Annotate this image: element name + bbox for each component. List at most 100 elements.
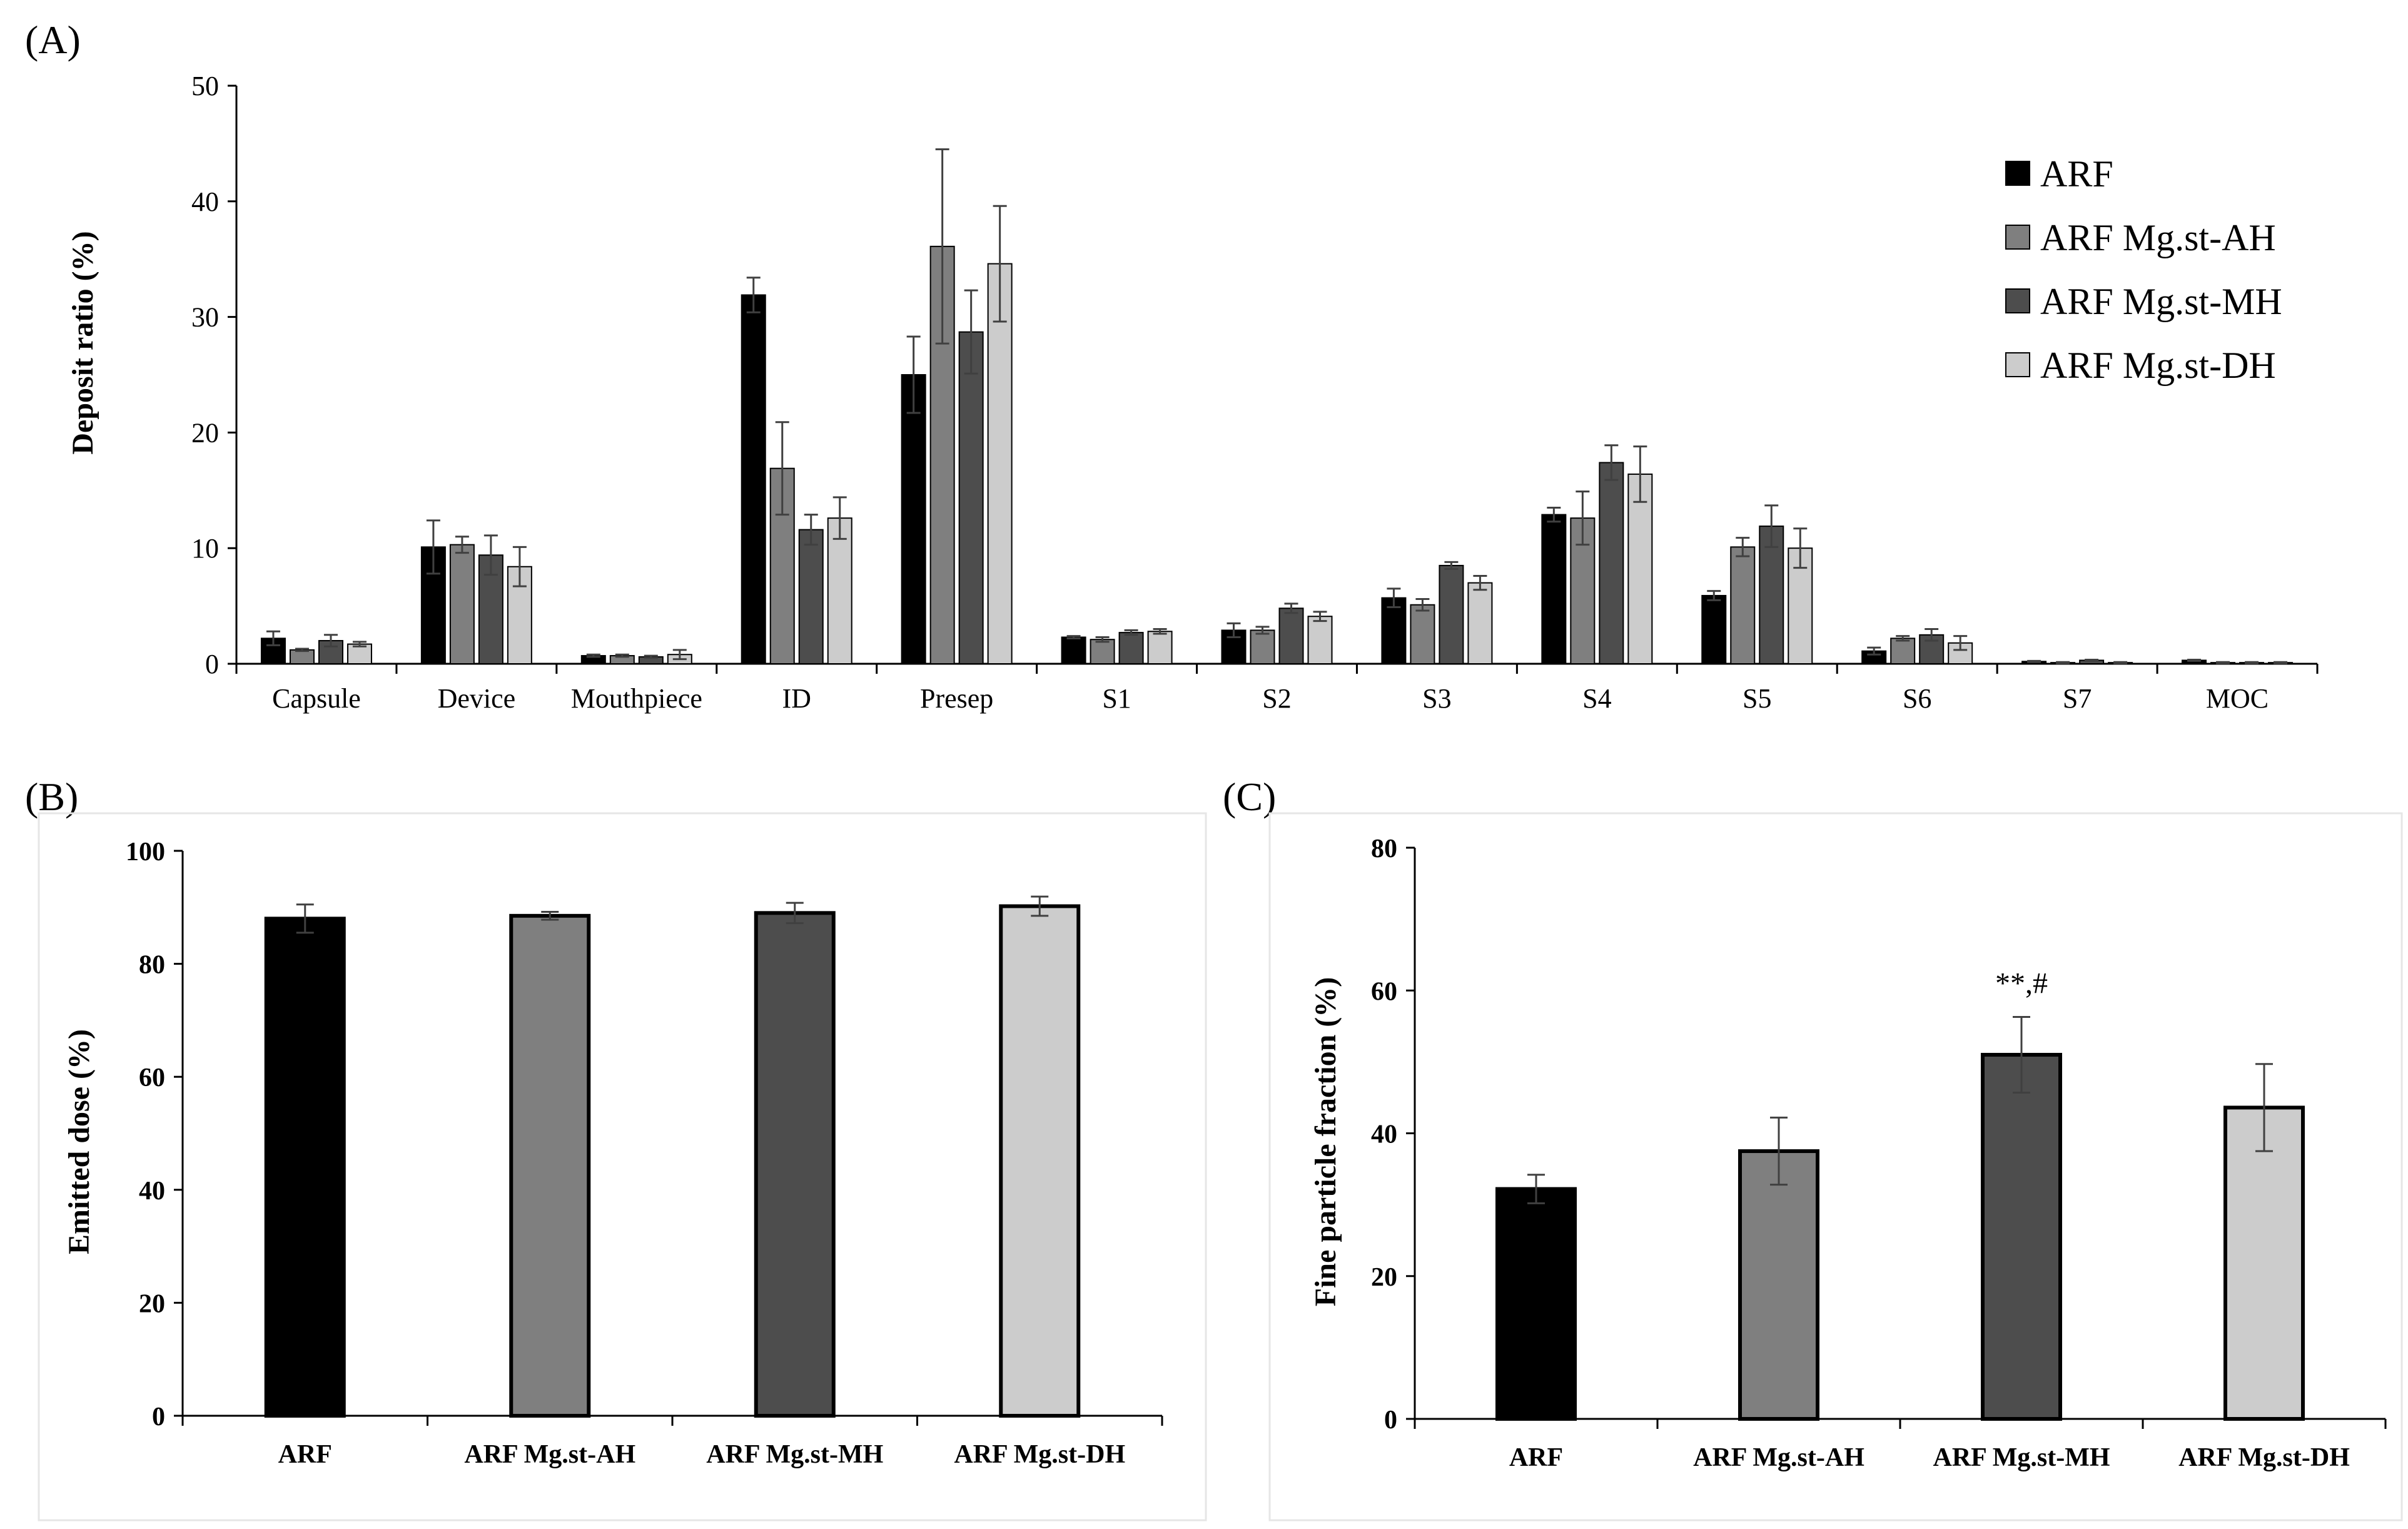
panel-b-y-tick-label: 100 (126, 838, 165, 866)
error-bar (1633, 445, 1647, 503)
error-bar (512, 546, 527, 587)
panel-a-x-tick-label: S2 (1262, 683, 1291, 714)
error-bar (993, 205, 1007, 323)
bar-ah (1250, 629, 1275, 665)
panel-a-x-tick-label: S1 (1102, 683, 1131, 714)
panel-b-y-tick-label: 40 (139, 1177, 165, 1206)
panel-c-error-bar (2255, 1063, 2273, 1152)
panel-b-x-tick-label: ARF Mg.st-MH (706, 1440, 883, 1469)
error-bar (1896, 635, 1910, 642)
panel-a-x-tick-label: Device (438, 683, 516, 714)
bar-arf (741, 294, 766, 665)
panel-b-y-tick-label: 60 (139, 1064, 165, 1092)
error-bar (2216, 661, 2230, 664)
panel-a-x-tick-label: S4 (1582, 683, 1611, 714)
panel-b-y-tick-label: 80 (139, 951, 165, 980)
error-bar (1124, 629, 1138, 636)
panel-b-bar-arf (264, 917, 346, 1418)
bar-mh (1278, 607, 1304, 665)
panel-a-y-tick-label: 0 (205, 649, 219, 679)
error-bar (935, 148, 949, 345)
bar-mh (1599, 462, 1624, 664)
panel-a-x-tick-label: MOC (2206, 683, 2269, 714)
bar-dh (987, 263, 1013, 665)
panel-c-y-tick-label: 80 (1371, 835, 1397, 863)
legend-swatch-ah (2005, 225, 2030, 250)
panel-c-significance-annotation: **,# (1995, 967, 2048, 1000)
bar-ah (1090, 639, 1115, 665)
panel-a-label: (A) (25, 18, 81, 62)
error-bar (1255, 626, 1270, 635)
error-bar (964, 289, 978, 375)
error-bar (455, 536, 469, 554)
bar-ah (1410, 604, 1435, 665)
bar-arf (1701, 594, 1727, 665)
error-bar (1313, 611, 1327, 622)
error-bar (2056, 661, 2070, 664)
bar-arf (260, 638, 286, 664)
panel-b-bar-mh (754, 911, 836, 1418)
panel-c-x-tick-label: ARF Mg.st-AH (1693, 1443, 1864, 1472)
error-bar (746, 277, 761, 313)
panel-b-y-tick-label: 0 (152, 1403, 165, 1431)
panel-c-bar-arf (1495, 1187, 1577, 1421)
bar-dh (1147, 631, 1173, 664)
panel-a-y-tick-label: 10 (191, 533, 219, 564)
error-bar (2187, 659, 2202, 662)
panel-a-plot: 0 10 20 30 40 50 Capsule Device Mouthpiece ID Pres… (191, 71, 2319, 714)
panel-b-x-tick-label: ARF Mg.st-DH (954, 1440, 1125, 1469)
panel-b-label: (B) (25, 775, 78, 819)
panel-a-x-tick-label: Mouthpiece (571, 683, 702, 714)
error-bar (672, 649, 687, 661)
panel-a-x-tick-label: Capsule (272, 683, 361, 714)
panel-a-y-tick-label: 20 (191, 417, 219, 448)
bar-ah (1730, 546, 1756, 664)
legend-swatch-dh (2005, 352, 2030, 377)
bar-mh (798, 529, 824, 665)
error-bar (1227, 622, 1241, 638)
error-bar (1953, 635, 1968, 651)
bar-arf (1381, 597, 1407, 664)
panel-c-bar-ah (1738, 1149, 1819, 1421)
error-bar (1387, 587, 1401, 608)
panel-b-bar-ah (509, 913, 591, 1418)
error-bar (644, 654, 658, 659)
error-bar (1793, 527, 1808, 569)
panel-c-y-tick-label: 40 (1371, 1120, 1397, 1149)
error-bar (1736, 537, 1750, 557)
error-bar (426, 519, 440, 575)
bar-mh (958, 331, 984, 664)
legend-swatch-mh (2005, 288, 2030, 313)
panel-c-error-bar (1527, 1174, 1545, 1204)
panel-b-y-axis-title: Emitted dose (%) (63, 1029, 96, 1254)
panel-b-y-tick-label: 20 (139, 1289, 165, 1318)
panel-a-legend: ARF ARF Mg.st-AH ARF Mg.st-MH ARF Mg.st-… (2005, 153, 2282, 386)
bar-mh (1439, 564, 1464, 664)
panel-a-x-tick-label: Presep (920, 683, 993, 714)
panel-c-x-tick-label: ARF Mg.st-DH (2178, 1443, 2350, 1472)
legend-label-arf: ARF (2040, 153, 2113, 195)
legend-swatch-arf (2005, 161, 2030, 186)
error-bar (1925, 628, 1939, 642)
panel-b-x-tick-label: ARF Mg.st-AH (464, 1440, 635, 1469)
panel-a-x-tick-label: S7 (2063, 683, 2092, 714)
bar-ah (1890, 638, 1916, 664)
panel-a-x-tick-label: S3 (1422, 683, 1451, 714)
panel-a-y-tick-label: 50 (191, 71, 219, 101)
panel-a-y-tick-label: 30 (191, 302, 219, 333)
panel-c-plot: 0 20 40 60 80 ARF ARF Mg.st-AH ARF Mg.st-MH **,#… (1371, 835, 2387, 1472)
panel-b-x-tick-label: ARF (278, 1440, 332, 1469)
panel-c-y-axis-title: Fine particle fraction (%) (1309, 977, 1342, 1307)
error-bar (352, 641, 367, 648)
panel-c-error-bar (2013, 1015, 2030, 1094)
legend-label-dh: ARF Mg.st-DH (2040, 345, 2276, 386)
bar-dh (1627, 473, 1653, 664)
panel-c-y-tick-label: 60 (1371, 977, 1397, 1006)
error-bar (2027, 659, 2041, 663)
error-bar (266, 630, 280, 646)
error-bar (586, 653, 600, 658)
legend-label-ah: ARF Mg.st-AH (2040, 217, 2276, 258)
error-bar (2085, 659, 2099, 662)
bar-dh (1467, 582, 1493, 665)
